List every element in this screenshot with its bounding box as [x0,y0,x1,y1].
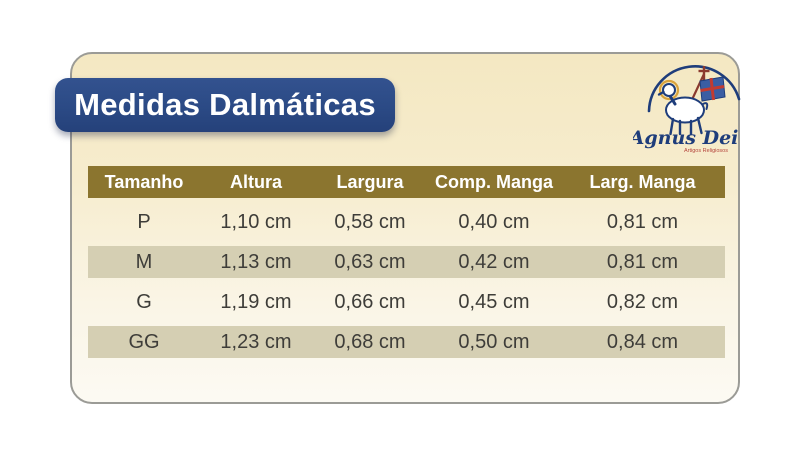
largura-value: 0,68 cm [334,331,406,353]
larg-manga-value: 0,84 cm [606,331,679,353]
lamb-icon [657,83,709,136]
larg-manga-value: 0,81 cm [606,211,679,233]
halo-icon [658,79,680,101]
arc-swoosh-icon [647,65,741,113]
header-comp-manga: Comp. Manga [434,172,553,192]
table-row-g: G 1,19 cm 0,66 cm 0,45 cm 0,82 cm [88,286,725,318]
size-label: GG [128,331,160,353]
banner-flag-icon [699,76,726,102]
header-tamanho: Tamanho [104,172,184,192]
page-title: Medidas Dalmáticas [74,87,376,122]
table-row-p: P 1,10 cm 0,58 cm 0,40 cm 0,81 cm [88,206,725,238]
altura-value: 1,23 cm [220,331,292,353]
larg-manga-value: 0,81 cm [606,251,679,273]
comp-manga-value: 0,40 cm [458,211,530,233]
header-larg-manga: Larg. Manga [589,172,696,192]
size-label: P [137,211,151,233]
agnus-dei-logo: Agnus Dei Artigos Religiosos [633,65,741,154]
table-header-row: Tamanho Altura Largura Comp. Manga Larg.… [88,166,725,198]
largura-value: 0,66 cm [334,291,406,313]
size-label: M [135,251,153,273]
size-table: Tamanho Altura Largura Comp. Manga Larg.… [88,166,725,358]
largura-value: 0,58 cm [334,211,406,233]
size-label: G [136,291,152,313]
altura-value: 1,10 cm [220,211,292,233]
table-row-m: M 1,13 cm 0,63 cm 0,42 cm 0,81 cm [88,246,725,278]
altura-value: 1,19 cm [220,291,292,313]
largura-value: 0,63 cm [334,251,406,273]
title-banner: Medidas Dalmáticas [55,78,395,132]
larg-manga-value: 0,82 cm [606,291,679,313]
header-largura: Largura [336,172,404,192]
altura-value: 1,13 cm [220,251,292,273]
comp-manga-value: 0,50 cm [458,331,530,353]
table-row-gg: GG 1,23 cm 0,68 cm 0,50 cm 0,84 cm [88,326,725,358]
cross-icon [698,66,710,80]
logo-brand-text: Agnus Dei [633,127,738,149]
comp-manga-value: 0,42 cm [458,251,530,273]
comp-manga-value: 0,45 cm [458,291,530,313]
header-altura: Altura [229,172,282,192]
logo-tagline-text: Artigos Religiosos [684,148,728,154]
